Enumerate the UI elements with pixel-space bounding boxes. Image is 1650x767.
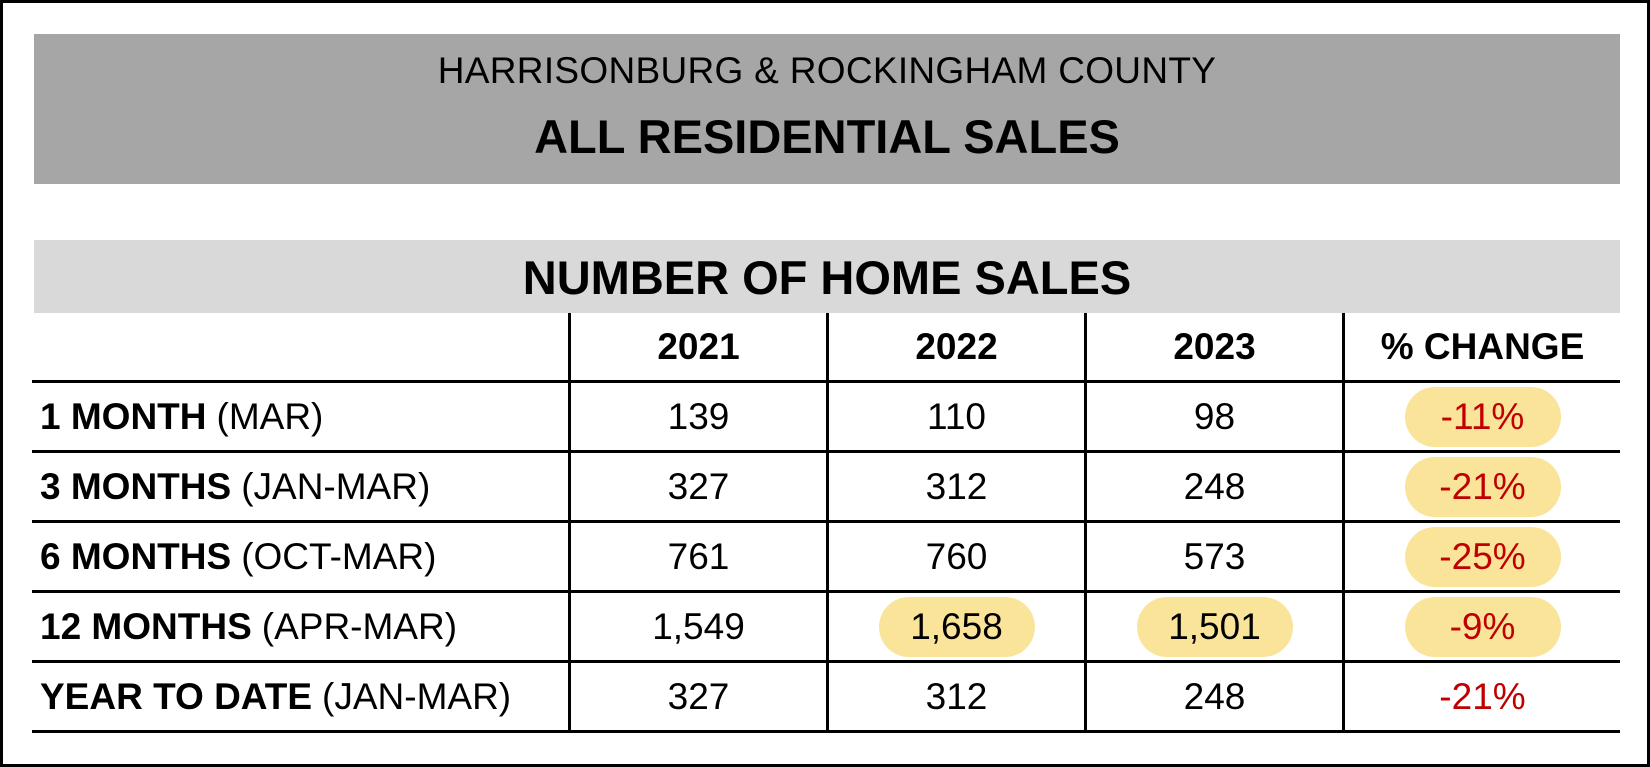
report-header: HARRISONBURG & ROCKINGHAM COUNTY ALL RES…	[34, 34, 1620, 184]
period-cell: 1 MONTH (MAR)	[32, 383, 568, 450]
table-title: NUMBER OF HOME SALES	[522, 251, 1132, 304]
value-2022-cell: 1,658	[826, 593, 1084, 660]
change-highlight: -11%	[1404, 386, 1561, 447]
value-2022-highlight: 1,658	[878, 596, 1035, 657]
period-cell: 12 MONTHS (APR-MAR)	[32, 593, 568, 660]
table-row: 1 MONTH (MAR) 139 110 98 -11%	[32, 383, 1620, 453]
value-2022: 760	[826, 523, 1084, 590]
value-2023: 248	[1084, 453, 1342, 520]
period-label: 6 MONTHS	[40, 535, 232, 577]
table-row: 6 MONTHS (OCT-MAR) 761 760 573 -25%	[32, 523, 1620, 593]
value-2021: 327	[568, 453, 826, 520]
value-2023: 98	[1084, 383, 1342, 450]
value-2022: 312	[826, 453, 1084, 520]
header-cell-2023: 2023	[1084, 313, 1342, 380]
region-name: HARRISONBURG & ROCKINGHAM COUNTY	[437, 50, 1217, 91]
header-cell-2021: 2021	[568, 313, 826, 380]
period-label: 12 MONTHS	[40, 605, 252, 647]
change-highlight: -25%	[1404, 526, 1561, 587]
value-2022: 312	[826, 663, 1084, 730]
period-cell: YEAR TO DATE (JAN-MAR)	[32, 663, 568, 730]
period-cell: 3 MONTHS (JAN-MAR)	[32, 453, 568, 520]
change-cell: -21%	[1342, 453, 1620, 520]
period-label: YEAR TO DATE	[40, 675, 313, 717]
value-2021: 761	[568, 523, 826, 590]
period-range: (OCT-MAR)	[241, 535, 437, 577]
table-row: 12 MONTHS (APR-MAR) 1,549 1,658 1,501 -9…	[32, 593, 1620, 663]
value-2021: 139	[568, 383, 826, 450]
home-sales-table: 2021 2022 2023 % CHANGE 1 MONTH (MAR) 13…	[32, 313, 1620, 733]
period-range: (APR-MAR)	[261, 605, 458, 647]
change-cell: -11%	[1342, 383, 1620, 450]
value-2023-highlight: 1,501	[1136, 596, 1293, 657]
period-range: (MAR)	[216, 395, 324, 437]
header-cell-change: % CHANGE	[1342, 313, 1620, 380]
change-highlight: -21%	[1404, 456, 1561, 517]
value-2022: 110	[826, 383, 1084, 450]
table-row: 3 MONTHS (JAN-MAR) 327 312 248 -21%	[32, 453, 1620, 523]
header-cell-period	[32, 313, 568, 380]
value-2023: 248	[1084, 663, 1342, 730]
period-cell: 6 MONTHS (OCT-MAR)	[32, 523, 568, 590]
table-header-row: 2021 2022 2023 % CHANGE	[32, 313, 1620, 383]
period-label: 1 MONTH	[40, 395, 207, 437]
value-2023-cell: 1,501	[1084, 593, 1342, 660]
header-cell-2022: 2022	[826, 313, 1084, 380]
change-cell: -25%	[1342, 523, 1620, 590]
period-range: (JAN-MAR)	[241, 465, 431, 507]
table-row: YEAR TO DATE (JAN-MAR) 327 312 248 -21%	[32, 663, 1620, 733]
table-title-band: NUMBER OF HOME SALES	[34, 240, 1620, 313]
value-2021: 327	[568, 663, 826, 730]
period-range: (JAN-MAR)	[322, 675, 512, 717]
change-value: -21%	[1342, 663, 1620, 730]
value-2021: 1,549	[568, 593, 826, 660]
change-highlight: -9%	[1404, 596, 1561, 657]
value-2023: 573	[1084, 523, 1342, 590]
period-label: 3 MONTHS	[40, 465, 232, 507]
report-title: ALL RESIDENTIAL SALES	[534, 110, 1120, 163]
change-cell: -9%	[1342, 593, 1620, 660]
